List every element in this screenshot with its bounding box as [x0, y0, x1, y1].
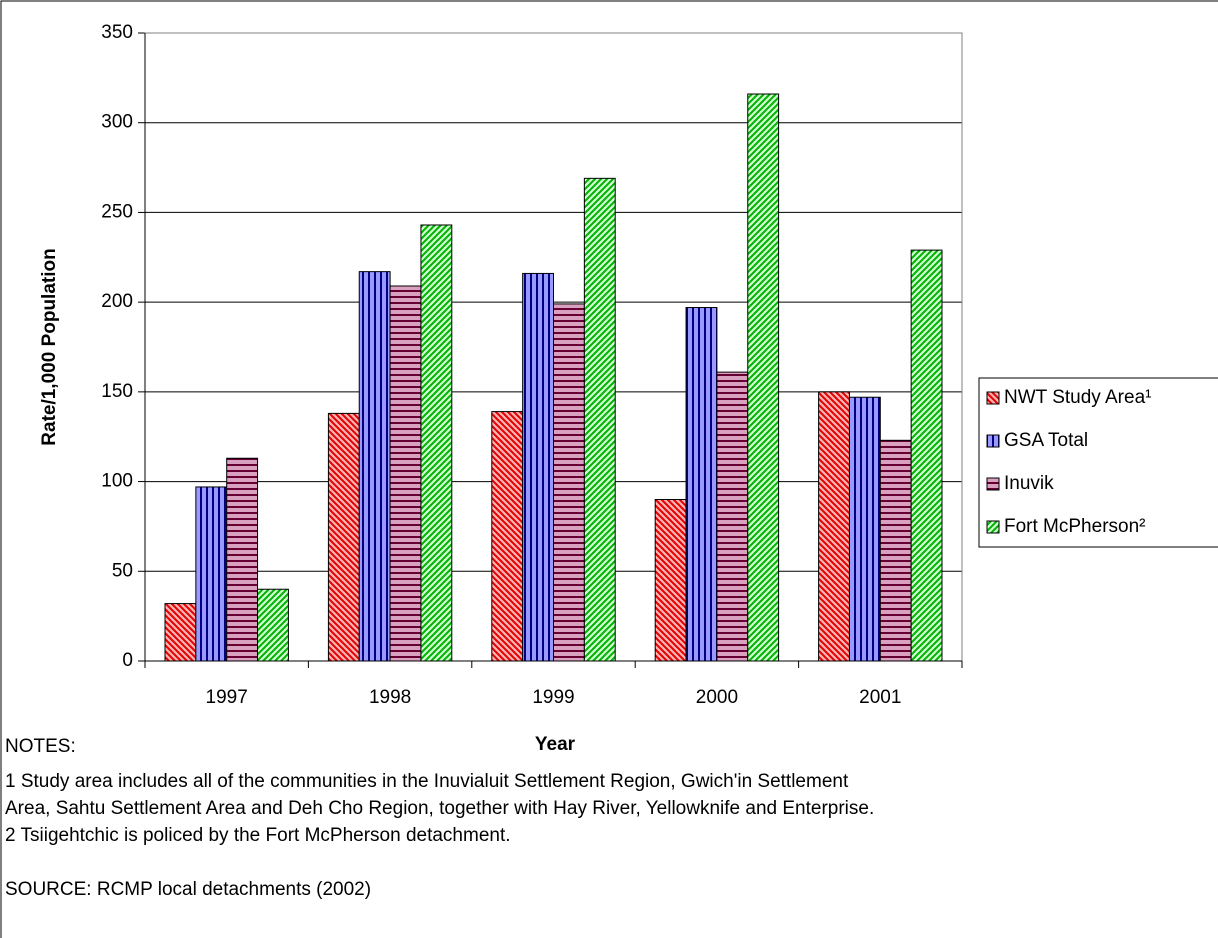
- y-tick-label: 200: [101, 291, 133, 312]
- bar: [522, 272, 555, 662]
- bar: [685, 307, 718, 662]
- bar: [257, 588, 289, 662]
- notes-title: NOTES:: [5, 736, 76, 757]
- bar: [654, 499, 687, 662]
- bar: [420, 224, 453, 662]
- bar: [195, 486, 228, 662]
- legend-swatch: [986, 434, 1000, 448]
- bar: [747, 93, 780, 662]
- y-tick-label: 100: [101, 471, 133, 492]
- x-axis-label: Year: [535, 734, 576, 755]
- bar: [491, 411, 524, 662]
- legend-label: Fort McPherson²: [1004, 516, 1145, 537]
- bar: [583, 177, 616, 662]
- y-tick-label: 150: [101, 381, 133, 402]
- x-tick-label: 2001: [859, 687, 901, 708]
- bar: [389, 285, 422, 662]
- x-tick-label: 1997: [206, 687, 248, 708]
- bar: [358, 271, 391, 662]
- note: 2 Tsiigehtchic is policed by the Fort Mc…: [5, 825, 511, 846]
- bar: [910, 249, 943, 662]
- legend-label: NWT Study Area¹: [1004, 387, 1151, 408]
- bar: [818, 391, 850, 662]
- legend-label: Inuvik: [1004, 473, 1054, 494]
- y-axis-label: Rate/1,000 Population: [39, 248, 60, 445]
- bar: [226, 457, 259, 662]
- bar: [164, 603, 197, 662]
- y-tick-label: 0: [122, 650, 133, 671]
- bar: [553, 303, 585, 662]
- legend-swatch: [986, 520, 1000, 534]
- bar: [716, 371, 749, 662]
- x-tick-label: 1998: [369, 687, 411, 708]
- x-tick-label: 2000: [696, 687, 738, 708]
- source: SOURCE: RCMP local detachments (2002): [5, 879, 371, 900]
- legend-label: GSA Total: [1004, 430, 1088, 451]
- y-tick-label: 300: [101, 112, 133, 133]
- bar: [327, 412, 360, 662]
- y-tick-label: 50: [112, 560, 133, 581]
- legend-box: [978, 377, 1218, 548]
- legend-swatch: [986, 391, 1000, 405]
- note: 1 Study area includes all of the communi…: [5, 771, 849, 792]
- y-tick-label: 350: [101, 22, 133, 43]
- bar: [848, 396, 881, 662]
- note: Area, Sahtu Settlement Area and Deh Cho …: [5, 798, 874, 819]
- legend-swatch: [986, 477, 1000, 491]
- bar: [879, 439, 912, 662]
- y-tick-label: 250: [101, 201, 133, 222]
- x-tick-label: 1999: [532, 687, 574, 708]
